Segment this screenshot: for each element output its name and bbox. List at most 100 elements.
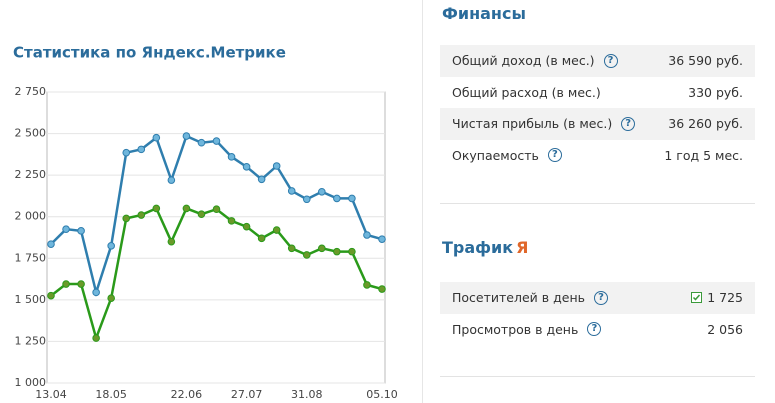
chart: Статистика по Яндекс.Метрике 1 000 1 250 1… <box>13 44 398 402</box>
data-point <box>137 211 146 219</box>
separator <box>440 203 755 204</box>
row-value: 36 260 руб. <box>668 116 743 132</box>
y-tick-label: 2 750 <box>15 85 47 98</box>
data-point <box>137 145 146 154</box>
data-point <box>107 242 115 250</box>
traffic-table: Посетителей в день? 1 725 Просмотров в ден… <box>440 282 755 345</box>
help-icon[interactable]: ? <box>593 290 608 305</box>
help-icon[interactable]: ? <box>603 53 618 68</box>
x-tick-label: 27.07 <box>231 388 263 401</box>
data-point <box>272 162 281 170</box>
series-line <box>50 134 383 297</box>
data-point <box>182 132 191 140</box>
label-text: Общий доход (в мес.) <box>452 53 595 69</box>
y-tick-label: 2 500 <box>15 127 47 140</box>
data-point <box>167 176 176 184</box>
table-row: Окупаемость? 1 год 5 мес. <box>440 140 755 172</box>
help-icon[interactable]: ? <box>547 148 562 163</box>
data-point <box>212 137 221 145</box>
data-point <box>47 240 55 248</box>
data-point <box>333 194 341 203</box>
data-point <box>197 210 206 219</box>
row-label: Общий доход (в мес.)? <box>452 53 668 68</box>
table-row: Общий доход (в мес.)? 36 590 руб. <box>440 45 755 77</box>
data-point <box>167 237 176 246</box>
row-label: Чистая прибыль (в мес.)? <box>452 116 668 131</box>
data-point <box>152 133 161 142</box>
table-row: Просмотров в день? 2 056 <box>440 314 755 346</box>
y-tick-label: 1 500 <box>15 293 47 306</box>
x-tick-label: 31.08 <box>291 388 323 401</box>
row-label: Окупаемость? <box>452 148 664 163</box>
data-point <box>302 251 311 259</box>
row-value: 36 590 руб. <box>668 53 743 69</box>
table-row: Чистая прибыль (в мес.)? 36 260 руб. <box>440 108 755 140</box>
data-point <box>182 204 191 213</box>
data-point <box>227 217 236 225</box>
data-point <box>122 148 131 157</box>
label-text: Просмотров в день <box>452 321 579 337</box>
data-point <box>77 280 85 288</box>
traffic-title-text: Трафик <box>442 238 514 257</box>
data-point <box>257 234 266 243</box>
data-point <box>47 291 55 300</box>
data-point <box>62 225 70 233</box>
data-point <box>227 153 236 161</box>
label-text: Общий расход (в мес.) <box>452 84 601 100</box>
y-tick-label: 1 750 <box>15 251 47 264</box>
row-value: 2 056 <box>707 321 743 337</box>
data-point <box>92 288 100 297</box>
row-label: Посетителей в день? <box>452 290 691 305</box>
row-label: Просмотров в день? <box>452 322 707 337</box>
y-tick-label: 2 250 <box>15 168 47 181</box>
x-tick-label: 13.04 <box>35 388 67 401</box>
finance-table: Общий доход (в мес.)? 36 590 руб. Общий ра… <box>440 45 755 171</box>
help-icon[interactable]: ? <box>621 116 636 131</box>
data-point <box>348 194 356 203</box>
traffic-panel: Трафик Я Посетителей в день? 1 725 Просмотр… <box>440 238 755 345</box>
x-tick-label: 05.10 <box>366 388 398 401</box>
data-point <box>62 280 70 288</box>
chart-title: Статистика по Яндекс.Метрике <box>13 44 286 62</box>
data-point <box>287 187 296 195</box>
data-point <box>378 285 386 293</box>
data-point <box>212 205 221 214</box>
data-point <box>333 247 341 256</box>
data-point <box>363 231 371 239</box>
data-point <box>122 214 131 223</box>
traffic-title: Трафик Я <box>442 238 755 282</box>
table-row: Общий расход (в мес.) 330 руб. <box>440 77 755 109</box>
finance-title: Финансы <box>442 4 526 23</box>
data-point <box>152 204 161 213</box>
data-point <box>92 334 100 342</box>
row-label: Общий расход (в мес.) <box>452 85 688 100</box>
x-tick-label: 22.06 <box>171 388 203 401</box>
data-point <box>318 187 326 196</box>
label-text: Окупаемость <box>452 147 539 163</box>
y-tick-label: 2 000 <box>15 210 47 223</box>
data-point <box>272 226 281 234</box>
series-line <box>50 206 383 343</box>
data-point <box>287 244 296 253</box>
x-tick-label: 18.05 <box>95 388 127 401</box>
row-value: 1 год 5 мес. <box>664 147 743 163</box>
data-point <box>318 244 326 253</box>
row-value: 330 руб. <box>688 84 743 100</box>
data-point <box>348 247 356 256</box>
data-point <box>302 195 311 204</box>
data-point <box>242 222 251 231</box>
data-point <box>242 163 251 171</box>
finance-panel: Финансы Общий доход (в мес.)? 36 590 руб.… <box>440 4 755 171</box>
data-point <box>257 175 266 184</box>
data-point <box>363 281 371 289</box>
help-icon[interactable]: ? <box>587 322 602 337</box>
separator <box>440 376 755 377</box>
data-point <box>77 227 85 235</box>
label-text: Посетителей в день <box>452 290 585 306</box>
data-point <box>107 294 115 302</box>
data-point <box>197 138 206 147</box>
row-value: 1 725 <box>707 290 743 306</box>
check-icon <box>691 292 703 304</box>
y-tick-label: 1 250 <box>15 334 47 347</box>
